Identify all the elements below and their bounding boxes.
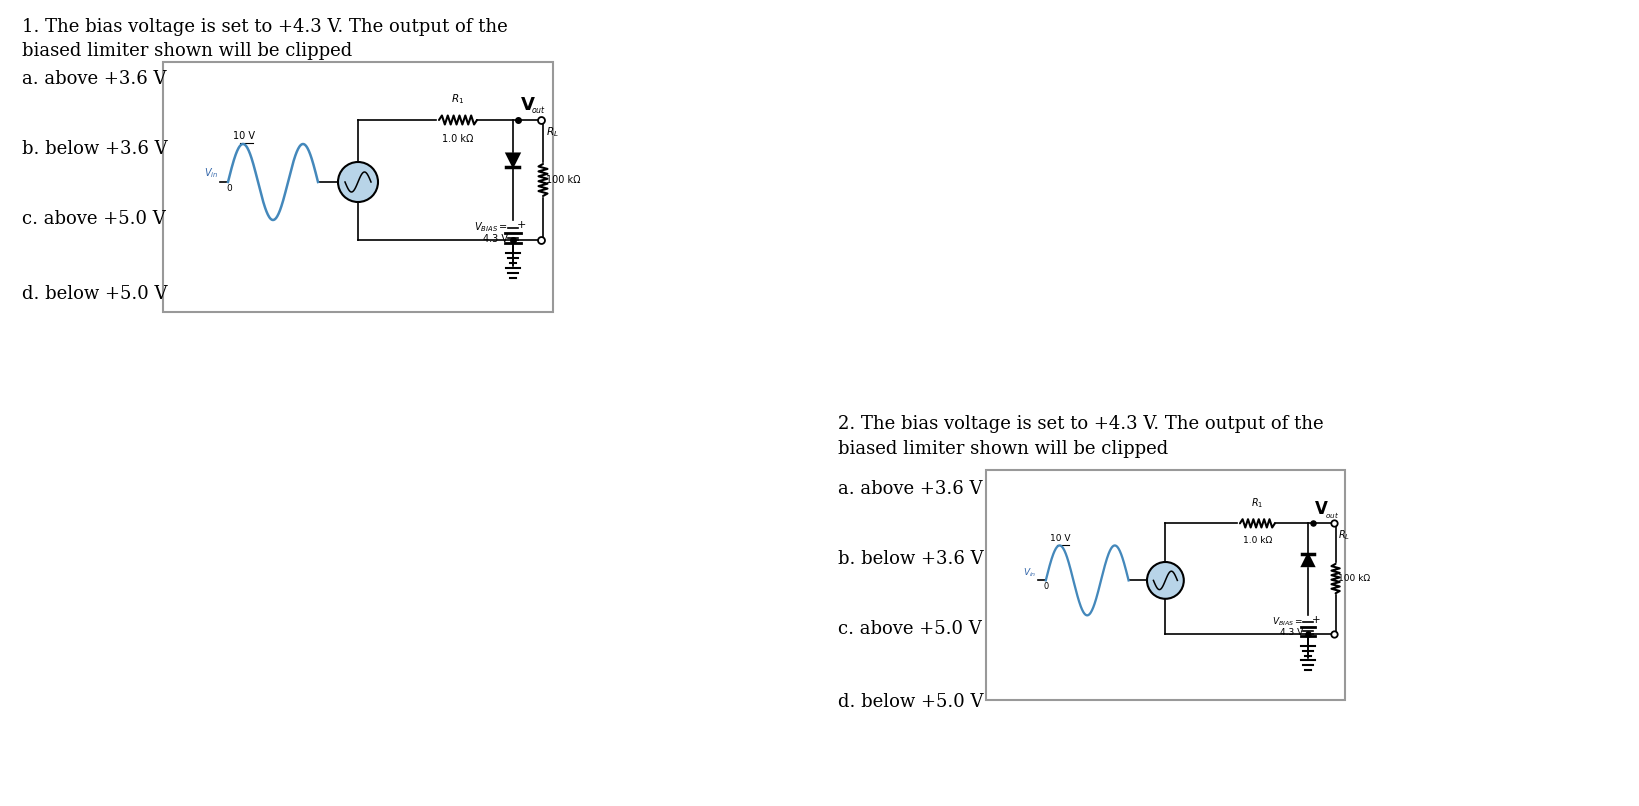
Text: biased limiter shown will be clipped: biased limiter shown will be clipped bbox=[21, 42, 352, 60]
Text: $_{out}$: $_{out}$ bbox=[1324, 510, 1337, 521]
Text: 100 kΩ: 100 kΩ bbox=[546, 175, 580, 185]
Text: 0: 0 bbox=[1044, 582, 1049, 592]
Bar bbox=[162, 62, 552, 312]
Text: c. above +5.0 V: c. above +5.0 V bbox=[838, 620, 982, 638]
Text: $\mathbf{V}$: $\mathbf{V}$ bbox=[520, 96, 536, 114]
Text: $R_1$: $R_1$ bbox=[451, 92, 464, 106]
Text: 4.3 V: 4.3 V bbox=[484, 234, 508, 244]
Text: 10 V: 10 V bbox=[1049, 534, 1070, 542]
Circle shape bbox=[1146, 562, 1183, 599]
Bar bbox=[985, 470, 1344, 700]
Text: $V_{in}$: $V_{in}$ bbox=[203, 166, 218, 180]
Text: 100 kΩ: 100 kΩ bbox=[1337, 574, 1370, 583]
Text: 1. The bias voltage is set to +4.3 V. The output of the: 1. The bias voltage is set to +4.3 V. Th… bbox=[21, 18, 508, 36]
Text: $R_L$: $R_L$ bbox=[1337, 528, 1349, 542]
Text: 1.0 kΩ: 1.0 kΩ bbox=[443, 134, 474, 144]
Text: $R_L$: $R_L$ bbox=[546, 125, 559, 139]
Text: 1.0 kΩ: 1.0 kΩ bbox=[1242, 536, 1272, 545]
Text: a. above +3.6 V: a. above +3.6 V bbox=[21, 70, 167, 88]
Polygon shape bbox=[506, 153, 520, 167]
Text: b. below +3.6 V: b. below +3.6 V bbox=[838, 550, 983, 568]
Polygon shape bbox=[1301, 555, 1313, 566]
Text: 4.3 V: 4.3 V bbox=[1280, 629, 1303, 638]
Text: +: + bbox=[516, 220, 526, 230]
Text: b. below +3.6 V: b. below +3.6 V bbox=[21, 140, 167, 158]
Text: $R_1$: $R_1$ bbox=[1251, 496, 1262, 510]
Text: 10 V: 10 V bbox=[233, 131, 254, 141]
Text: $\mathbf{V}$: $\mathbf{V}$ bbox=[1313, 501, 1329, 517]
Text: $V_{BIAS}=$: $V_{BIAS}=$ bbox=[474, 220, 508, 234]
Text: $V_{BIAS}=$: $V_{BIAS}=$ bbox=[1272, 616, 1303, 628]
Text: 0: 0 bbox=[226, 184, 231, 193]
Text: 2. The bias voltage is set to +4.3 V. The output of the: 2. The bias voltage is set to +4.3 V. Th… bbox=[838, 415, 1323, 433]
Text: biased limiter shown will be clipped: biased limiter shown will be clipped bbox=[838, 440, 1167, 458]
Text: c. above +5.0 V: c. above +5.0 V bbox=[21, 210, 166, 228]
Text: +: + bbox=[1311, 615, 1319, 625]
Text: a. above +3.6 V: a. above +3.6 V bbox=[838, 480, 982, 498]
Text: d. below +5.0 V: d. below +5.0 V bbox=[838, 693, 983, 711]
Text: $_{out}$: $_{out}$ bbox=[531, 106, 546, 117]
Text: d. below +5.0 V: d. below +5.0 V bbox=[21, 285, 167, 303]
Text: $V_{in}$: $V_{in}$ bbox=[1023, 566, 1036, 579]
Circle shape bbox=[338, 162, 377, 202]
